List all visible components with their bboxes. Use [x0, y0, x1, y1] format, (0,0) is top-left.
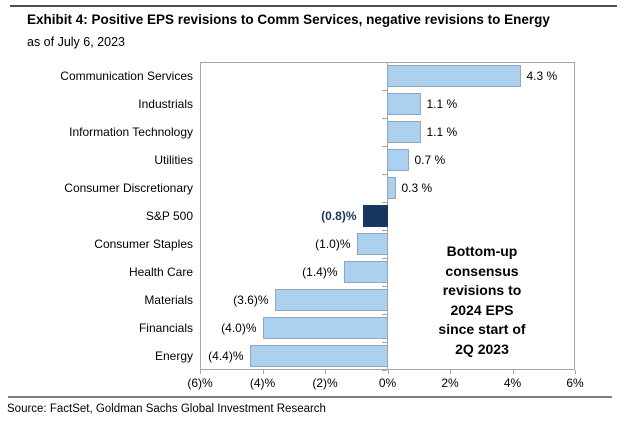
value-label-s-p-500: (0.8)%: [321, 209, 357, 223]
bar-information-technology: [386, 121, 421, 143]
value-label-consumer-staples: (1.0)%: [315, 237, 351, 251]
value-label-information-technology: 1.1 %: [426, 125, 458, 139]
axis-tick-label: (4)%: [249, 376, 276, 390]
axis-tick-label: 6%: [566, 376, 584, 390]
axis-tick: [512, 370, 514, 374]
category-tick: [381, 342, 387, 343]
value-label-utilities: 0.7 %: [414, 153, 446, 167]
category-tick: [381, 370, 387, 371]
annotation-text: Bottom-up consensus revisions to 2024 EP…: [438, 243, 526, 357]
category-label-utilities: Utilities: [154, 153, 193, 167]
category-tick: [381, 118, 387, 119]
value-label-consumer-discretionary: 0.3 %: [401, 181, 433, 195]
axis-tick: [325, 370, 326, 374]
category-tick: [381, 230, 387, 231]
category-label-financials: Financials: [138, 321, 193, 335]
top-divider: [10, 5, 617, 7]
bar-financials: [262, 317, 388, 339]
category-tick: [381, 90, 387, 91]
bottom-divider: [8, 396, 612, 398]
axis-tick-label: 0%: [378, 376, 397, 390]
category-tick: [381, 62, 387, 63]
value-label-communication-services: 4.3 %: [526, 69, 558, 83]
category-tick: [381, 202, 387, 203]
axis-tick-label: (6)%: [187, 376, 213, 390]
value-label-health-care: (1.4)%: [302, 265, 338, 279]
category-label-health-care: Health Care: [128, 265, 193, 279]
category-tick: [381, 314, 387, 315]
category-tick: [381, 146, 387, 147]
value-label-energy: (4.4)%: [208, 349, 244, 363]
bar-utilities: [386, 149, 409, 171]
axis-tick-label: 2%: [441, 376, 459, 390]
value-label-materials: (3.6)%: [233, 293, 269, 307]
bar-communication-services: [386, 65, 521, 87]
axis-tick: [450, 370, 451, 374]
category-label-communication-services: Communication Services: [60, 69, 193, 83]
category-label-s-p-500: S&P 500: [145, 209, 193, 223]
source-note: Source: FactSet, Goldman Sachs Global In…: [7, 403, 326, 415]
category-label-energy: Energy: [154, 349, 193, 363]
value-label-financials: (4.0)%: [221, 321, 257, 335]
bar-consumer-staples: [356, 233, 388, 255]
category-label-consumer-discretionary: Consumer Discretionary: [64, 181, 193, 195]
category-tick: [381, 258, 387, 259]
axis-tick: [200, 370, 201, 374]
axis-tick-label: (2)%: [312, 376, 338, 390]
bar-consumer-discretionary: [386, 177, 396, 199]
axis-tick: [575, 370, 576, 374]
category-label-industrials: Industrials: [138, 97, 193, 111]
bar-energy: [249, 345, 388, 367]
axis-tick: [387, 370, 389, 374]
bar-materials: [274, 289, 388, 311]
axis-tick-label: 4%: [503, 376, 522, 390]
chart-subtitle: as of July 6, 2023: [27, 35, 125, 49]
category-label-materials: Materials: [144, 293, 193, 307]
bar-s-p-500: [362, 205, 388, 227]
category-tick: [381, 286, 387, 287]
category-label-consumer-staples: Consumer Staples: [94, 237, 193, 251]
chart-title: Exhibit 4: Positive EPS revisions to Com…: [27, 12, 550, 27]
value-label-industrials: 1.1 %: [426, 97, 458, 111]
bar-industrials: [386, 93, 421, 115]
category-tick: [381, 174, 387, 175]
category-label-information-technology: Information Technology: [69, 125, 193, 139]
axis-tick: [262, 370, 264, 374]
bar-health-care: [343, 261, 388, 283]
